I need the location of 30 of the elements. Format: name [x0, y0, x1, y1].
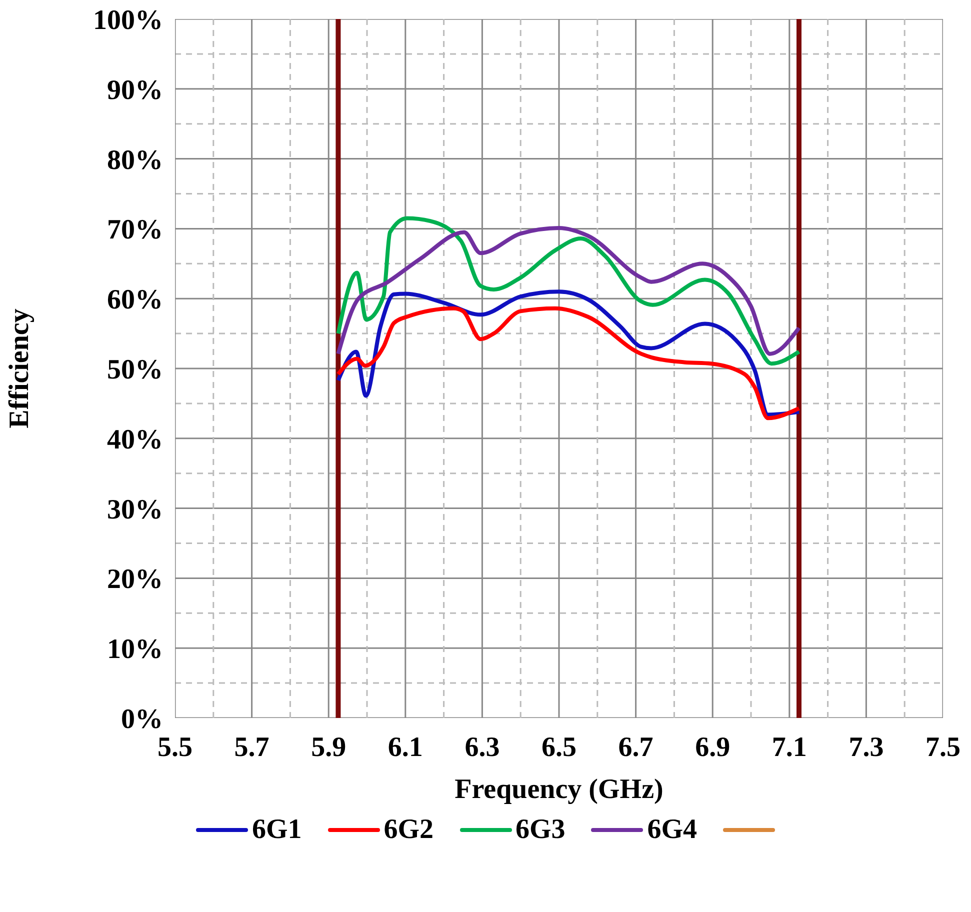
x-tick-label: 7.3 [848, 732, 884, 763]
y-tick-label: 0% [121, 704, 163, 735]
x-tick-label: 6.9 [695, 732, 730, 763]
x-axis-title: Frequency (GHz) [454, 774, 664, 805]
y-tick-label: 40% [107, 424, 163, 456]
x-tick-label: 6.1 [388, 732, 423, 763]
y-tick-label: 30% [107, 494, 163, 526]
x-tick-label: 5.7 [234, 732, 270, 763]
x-tick-label: 6.3 [464, 732, 500, 763]
x-tick-label: 7.1 [772, 732, 807, 763]
x-tick-label: 5.9 [311, 732, 346, 763]
line-series [336, 290, 801, 417]
y-tick-label: 20% [107, 564, 163, 596]
x-tick-label: 6.5 [542, 732, 576, 763]
y-tick-label: 60% [107, 284, 163, 316]
y-tick-label: 10% [107, 634, 163, 666]
legend-label: 6G2 [384, 814, 434, 846]
legend-label: 6G4 [647, 814, 698, 846]
y-axis-title: Efficiency [4, 308, 35, 428]
y-tick-label: 70% [107, 214, 163, 246]
x-tick-label: 7.5 [926, 732, 960, 763]
legend-label: 6G3 [516, 814, 566, 846]
y-tick-label: 100% [93, 5, 163, 36]
y-tick-label: 90% [107, 74, 163, 106]
y-tick-label: 80% [107, 144, 163, 176]
line-series [336, 306, 801, 420]
y-tick-label: 50% [107, 354, 163, 386]
x-tick-label: 6.7 [618, 732, 654, 763]
legend-label: 6G1 [252, 814, 302, 846]
x-tick-label: 5.5 [158, 732, 192, 763]
